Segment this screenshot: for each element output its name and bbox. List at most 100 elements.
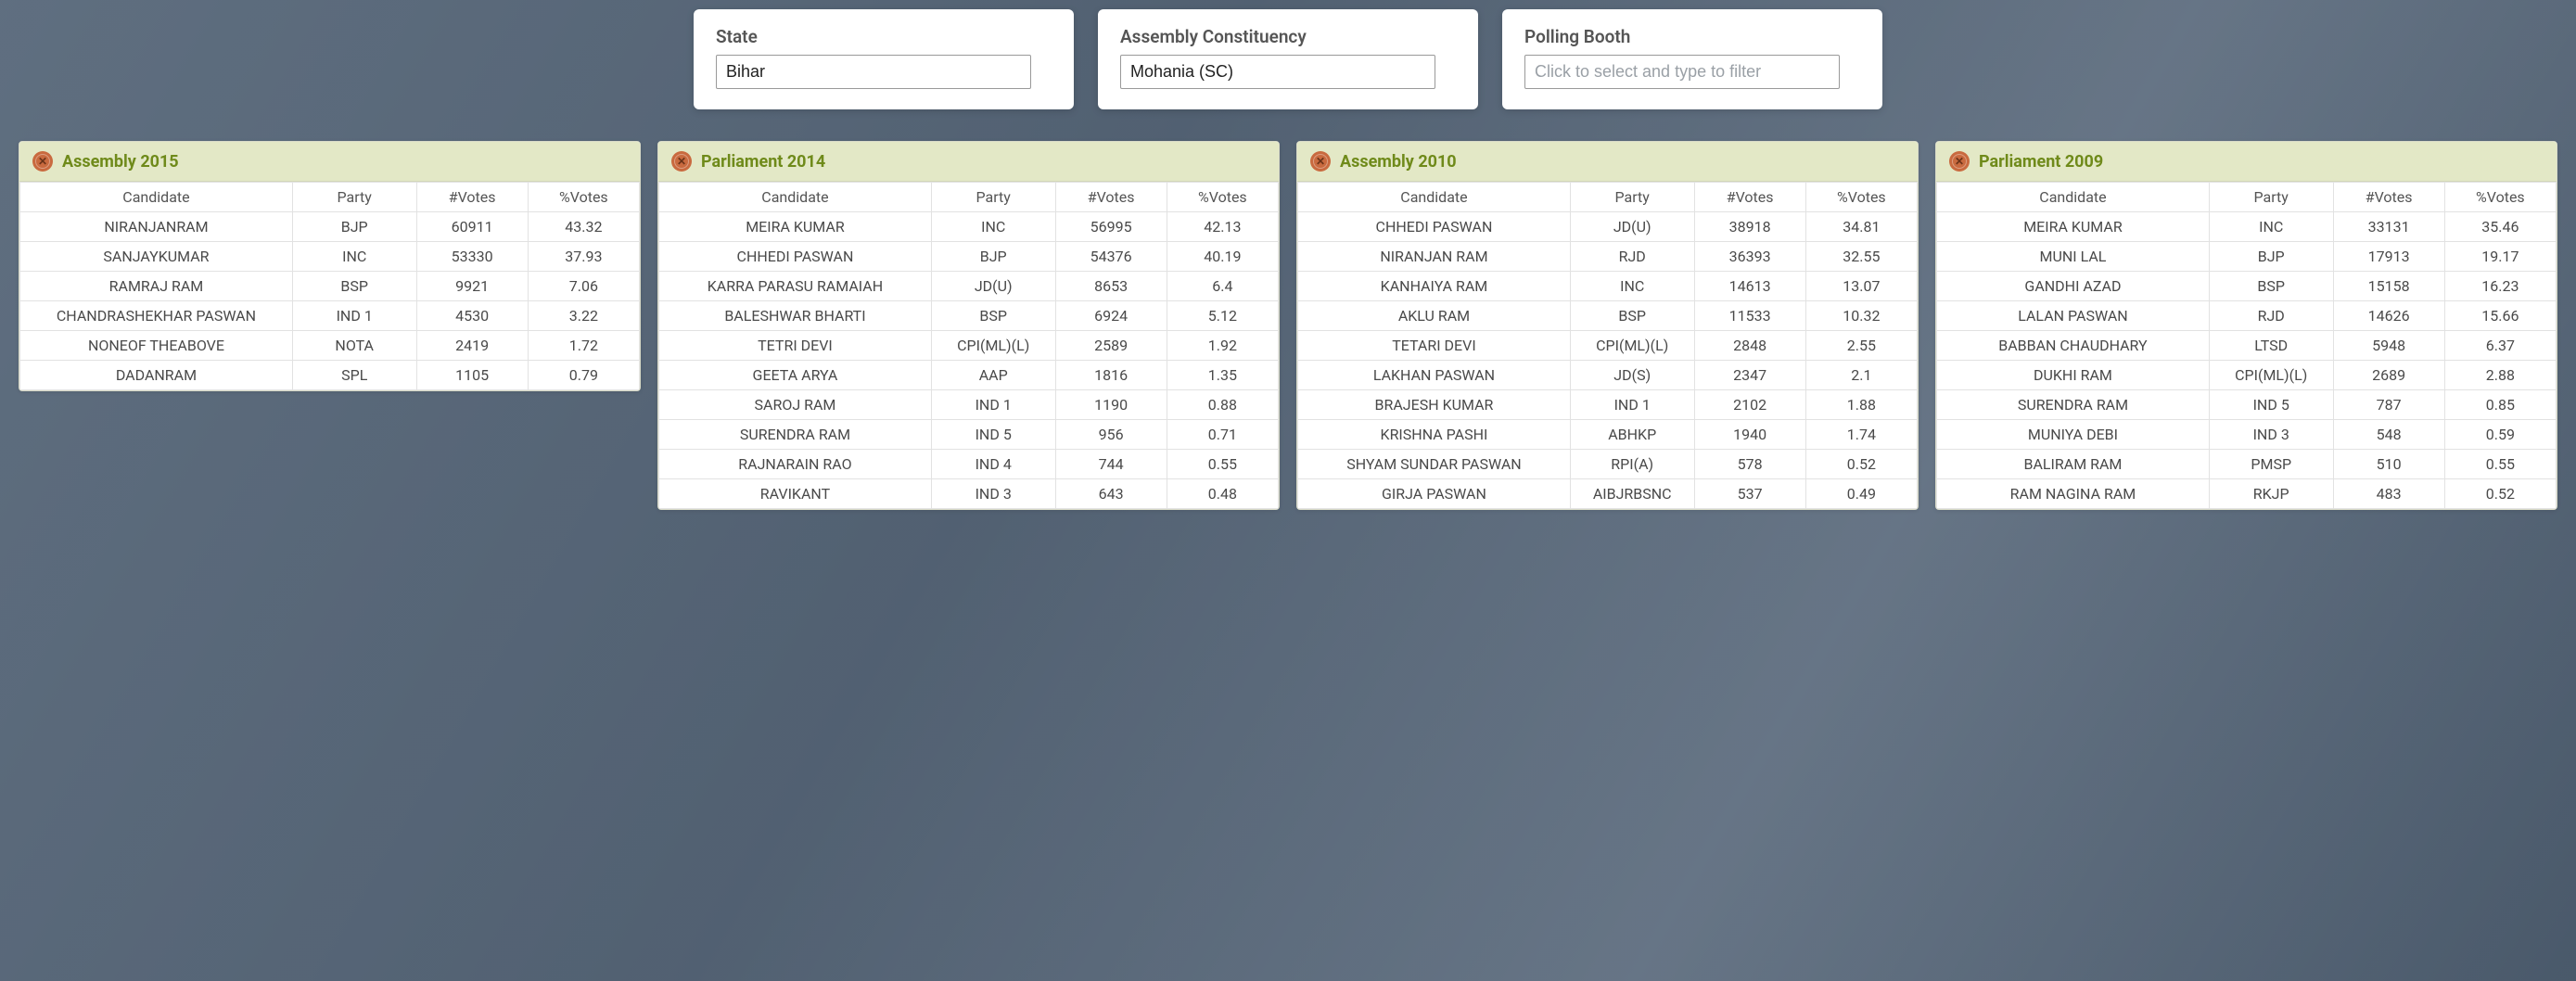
cell-pct: 0.85	[2444, 390, 2556, 420]
cell-votes: 578	[1694, 450, 1805, 479]
cell-candidate: DUKHI RAM	[1937, 361, 2210, 390]
cell-pct: 40.19	[1167, 242, 1278, 272]
cell-pct: 6.37	[2444, 331, 2556, 361]
cell-candidate: GIRJA PASWAN	[1298, 479, 1571, 509]
cell-candidate: MEIRA KUMAR	[1937, 212, 2210, 242]
table-row: BRAJESH KUMARIND 121021.88	[1298, 390, 1918, 420]
cell-candidate: BRAJESH KUMAR	[1298, 390, 1571, 420]
cell-pct: 34.81	[1805, 212, 1917, 242]
cell-party: IND 1	[931, 390, 1055, 420]
cell-candidate: NONEOF THEABOVE	[20, 331, 293, 361]
cell-votes: 787	[2333, 390, 2444, 420]
table-row: MEIRA KUMARINC3313135.46	[1937, 212, 2557, 242]
cell-candidate: AKLU RAM	[1298, 301, 1571, 331]
cell-pct: 42.13	[1167, 212, 1278, 242]
cell-votes: 14626	[2333, 301, 2444, 331]
cell-candidate: SHYAM SUNDAR PASWAN	[1298, 450, 1571, 479]
cell-votes: 17913	[2333, 242, 2444, 272]
cell-votes: 2848	[1694, 331, 1805, 361]
cell-pct: 5.12	[1167, 301, 1278, 331]
cell-party: BSP	[2209, 272, 2333, 301]
cell-party: IND 1	[292, 301, 416, 331]
cell-party: CPI(ML)(L)	[1570, 331, 1694, 361]
results-table: CandidateParty#Votes%VotesNIRANJANRAMBJP…	[19, 182, 640, 390]
cell-pct: 0.59	[2444, 420, 2556, 450]
cell-votes: 548	[2333, 420, 2444, 450]
cell-party: CPI(ML)(L)	[2209, 361, 2333, 390]
cell-candidate: KRISHNA PASHI	[1298, 420, 1571, 450]
ac-input[interactable]	[1120, 55, 1435, 89]
cell-votes: 8653	[1055, 272, 1167, 301]
cell-party: INC	[2209, 212, 2333, 242]
cell-party: INC	[292, 242, 416, 272]
col-pct: %Votes	[1167, 183, 1278, 212]
cell-candidate: CHHEDI PASWAN	[1298, 212, 1571, 242]
cell-votes: 4530	[416, 301, 528, 331]
table-row: BABBAN CHAUDHARYLTSD59486.37	[1937, 331, 2557, 361]
col-party: Party	[1570, 183, 1694, 212]
ballot-icon	[32, 151, 53, 172]
cell-pct: 0.55	[2444, 450, 2556, 479]
cell-pct: 2.1	[1805, 361, 1917, 390]
table-row: BALIRAM RAMPMSP5100.55	[1937, 450, 2557, 479]
booth-input[interactable]	[1524, 55, 1840, 89]
col-pct: %Votes	[2444, 183, 2556, 212]
cell-pct: 10.32	[1805, 301, 1917, 331]
cell-pct: 37.93	[528, 242, 639, 272]
cell-candidate: CHHEDI PASWAN	[659, 242, 932, 272]
cell-pct: 3.22	[528, 301, 639, 331]
cell-votes: 38918	[1694, 212, 1805, 242]
cell-candidate: LALAN PASWAN	[1937, 301, 2210, 331]
col-party: Party	[931, 183, 1055, 212]
cell-votes: 9921	[416, 272, 528, 301]
cell-candidate: NIRANJANRAM	[20, 212, 293, 242]
ballot-icon	[1310, 151, 1331, 172]
cell-party: INC	[1570, 272, 1694, 301]
col-candidate: Candidate	[659, 183, 932, 212]
cell-pct: 0.52	[1805, 450, 1917, 479]
cell-party: AAP	[931, 361, 1055, 390]
cell-candidate: MUNIYA DEBI	[1937, 420, 2210, 450]
col-pct: %Votes	[1805, 183, 1917, 212]
filter-card-state: State	[694, 9, 1074, 109]
cell-votes: 5948	[2333, 331, 2444, 361]
cell-candidate: GANDHI AZAD	[1937, 272, 2210, 301]
table-row: CHANDRASHEKHAR PASWANIND 145303.22	[20, 301, 640, 331]
cell-party: CPI(ML)(L)	[931, 331, 1055, 361]
table-row: KANHAIYA RAMINC1461313.07	[1298, 272, 1918, 301]
col-pct: %Votes	[528, 183, 639, 212]
cell-party: BSP	[1570, 301, 1694, 331]
cell-candidate: RAJNARAIN RAO	[659, 450, 932, 479]
state-input[interactable]	[716, 55, 1031, 89]
filter-card-booth: Polling Booth	[1502, 9, 1882, 109]
cell-votes: 60911	[416, 212, 528, 242]
cell-votes: 6924	[1055, 301, 1167, 331]
table-row: MEIRA KUMARINC5699542.13	[659, 212, 1279, 242]
table-row: LALAN PASWANRJD1462615.66	[1937, 301, 2557, 331]
cell-votes: 2419	[416, 331, 528, 361]
cell-votes: 54376	[1055, 242, 1167, 272]
cell-pct: 32.55	[1805, 242, 1917, 272]
cell-pct: 0.88	[1167, 390, 1278, 420]
panel-header: Parliament 2014	[658, 142, 1279, 182]
cell-pct: 15.66	[2444, 301, 2556, 331]
cell-party: JD(U)	[1570, 212, 1694, 242]
panel-title: Assembly 2015	[62, 152, 179, 172]
cell-candidate: TETRI DEVI	[659, 331, 932, 361]
cell-party: JD(S)	[1570, 361, 1694, 390]
cell-party: IND 4	[931, 450, 1055, 479]
table-row: CHHEDI PASWANJD(U)3891834.81	[1298, 212, 1918, 242]
table-row: LAKHAN PASWANJD(S)23472.1	[1298, 361, 1918, 390]
panel-title: Parliament 2009	[1979, 152, 2103, 172]
cell-votes: 33131	[2333, 212, 2444, 242]
cell-pct: 19.17	[2444, 242, 2556, 272]
table-row: NONEOF THEABOVENOTA24191.72	[20, 331, 640, 361]
table-row: GIRJA PASWANAIBJRBSNC5370.49	[1298, 479, 1918, 509]
cell-pct: 13.07	[1805, 272, 1917, 301]
cell-candidate: SAROJ RAM	[659, 390, 932, 420]
cell-candidate: BALESHWAR BHARTI	[659, 301, 932, 331]
cell-party: BJP	[2209, 242, 2333, 272]
cell-candidate: MEIRA KUMAR	[659, 212, 932, 242]
cell-candidate: SANJAYKUMAR	[20, 242, 293, 272]
panels-row: Assembly 2015CandidateParty#Votes%VotesN…	[19, 141, 2557, 510]
